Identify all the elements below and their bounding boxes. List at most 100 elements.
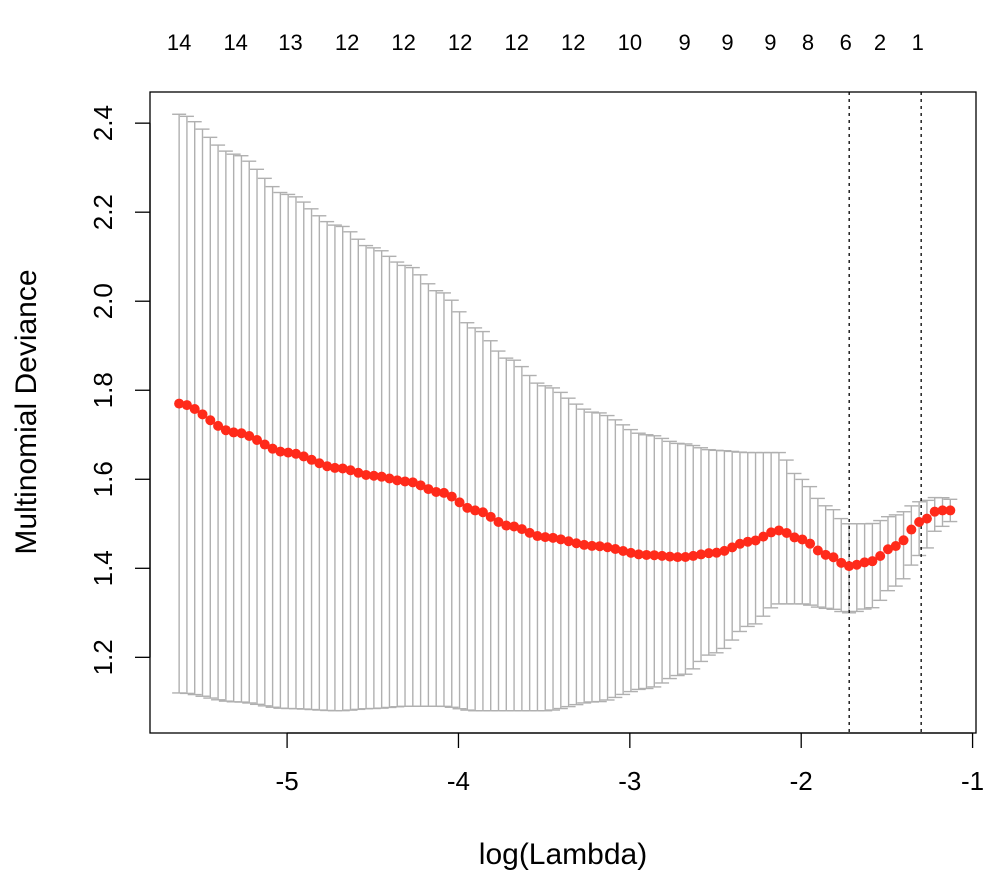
mean-point: [298, 451, 309, 462]
mean-point: [392, 475, 403, 486]
mean-point: [400, 476, 411, 487]
mean-point: [898, 535, 909, 546]
top-axis-label: 14: [167, 30, 191, 55]
mean-point: [773, 525, 784, 536]
mean-point: [181, 400, 192, 411]
mean-point: [734, 538, 745, 549]
top-axis-label: 9: [679, 30, 691, 55]
mean-point: [524, 527, 535, 538]
mean-point: [711, 547, 722, 558]
mean-point: [485, 511, 496, 522]
mean-point: [290, 448, 301, 459]
mean-point: [197, 409, 208, 420]
mean-point: [641, 549, 652, 560]
mean-point: [929, 506, 940, 517]
mean-point: [283, 447, 294, 458]
mean-point: [859, 557, 870, 568]
mean-point: [236, 428, 247, 439]
mean-point: [937, 505, 948, 516]
mean-point: [602, 542, 613, 553]
mean-point: [353, 467, 364, 478]
top-axis-labels: 14 14 13 12 12 12 12 12 10 9 9 9 8 6 2 1: [167, 30, 924, 55]
mean-point: [579, 539, 590, 550]
mean-point: [384, 473, 395, 484]
x-tick-label: -4: [447, 766, 470, 796]
mean-point: [220, 425, 231, 436]
mean-point: [462, 502, 473, 513]
x-axis-title: log(Lambda): [479, 838, 647, 871]
mean-point: [844, 561, 855, 572]
mean-point: [696, 549, 707, 560]
mean-point: [306, 454, 317, 465]
mean-point: [189, 403, 200, 414]
mean-point: [836, 557, 847, 568]
top-axis-label: 14: [223, 30, 247, 55]
mean-point: [446, 491, 457, 502]
mean-point: [361, 469, 372, 480]
y-axis-title: Multinomial Deviance: [10, 269, 43, 554]
y-axis: 1.2 1.4 1.6 1.8 2.0 2.2 2.4: [88, 105, 151, 675]
mean-point: [742, 536, 753, 547]
mean-point: [322, 461, 333, 472]
top-axis-label: 8: [802, 30, 814, 55]
mean-point: [548, 532, 559, 543]
mean-point: [703, 548, 714, 559]
mean-point: [267, 443, 278, 454]
mean-point: [672, 552, 683, 563]
mean-point: [680, 551, 691, 562]
y-tick-label: 1.8: [88, 372, 118, 408]
mean-point: [509, 521, 520, 532]
reference-lines: [848, 92, 922, 733]
mean-point: [454, 497, 465, 508]
mean-point: [337, 463, 348, 474]
mean-point: [688, 550, 699, 561]
top-axis-label: 6: [840, 30, 852, 55]
mean-point: [875, 551, 886, 562]
top-axis-label: 9: [721, 30, 733, 55]
x-axis: -5 -4 -3 -2 -1: [276, 732, 984, 796]
mean-point: [555, 534, 566, 545]
mean-point: [470, 505, 481, 516]
mean-point: [314, 458, 325, 469]
mean-point: [758, 531, 769, 542]
mean-point: [812, 545, 823, 556]
mean-point: [945, 505, 956, 516]
x-tick-label: -3: [618, 766, 641, 796]
mean-point: [914, 516, 925, 527]
top-axis-label: 12: [561, 30, 585, 55]
top-axis-label: 9: [764, 30, 776, 55]
mean-point: [750, 535, 761, 546]
top-axis-label: 2: [874, 30, 886, 55]
mean-point: [664, 551, 675, 562]
mean-point: [228, 427, 239, 438]
top-axis-label: 1: [912, 30, 924, 55]
mean-point: [766, 527, 777, 538]
mean-point: [213, 420, 224, 431]
mean-point: [882, 544, 893, 555]
y-tick-label: 2.4: [88, 105, 118, 141]
mean-point: [501, 520, 512, 531]
mean-point: [415, 480, 426, 491]
mean-point: [797, 534, 808, 545]
top-axis-label: 10: [618, 30, 642, 55]
mean-point: [563, 536, 574, 547]
mean-point: [571, 538, 582, 549]
mean-point: [586, 540, 597, 551]
mean-point: [329, 462, 340, 473]
x-tick-label: -5: [276, 766, 299, 796]
mean-point: [540, 532, 551, 543]
mean-point: [867, 556, 878, 567]
mean-point: [633, 549, 644, 560]
mean-point: [174, 398, 185, 409]
top-axis-label: 12: [504, 30, 528, 55]
top-axis-label: 12: [448, 30, 472, 55]
mean-point: [438, 487, 449, 498]
mean-point: [407, 477, 418, 488]
mean-point: [493, 517, 504, 528]
mean-point: [781, 527, 792, 538]
mean-point: [820, 549, 831, 560]
mean-point: [789, 532, 800, 543]
mean-point: [345, 465, 356, 476]
mean-point: [259, 439, 270, 450]
y-tick-label: 2.0: [88, 283, 118, 319]
